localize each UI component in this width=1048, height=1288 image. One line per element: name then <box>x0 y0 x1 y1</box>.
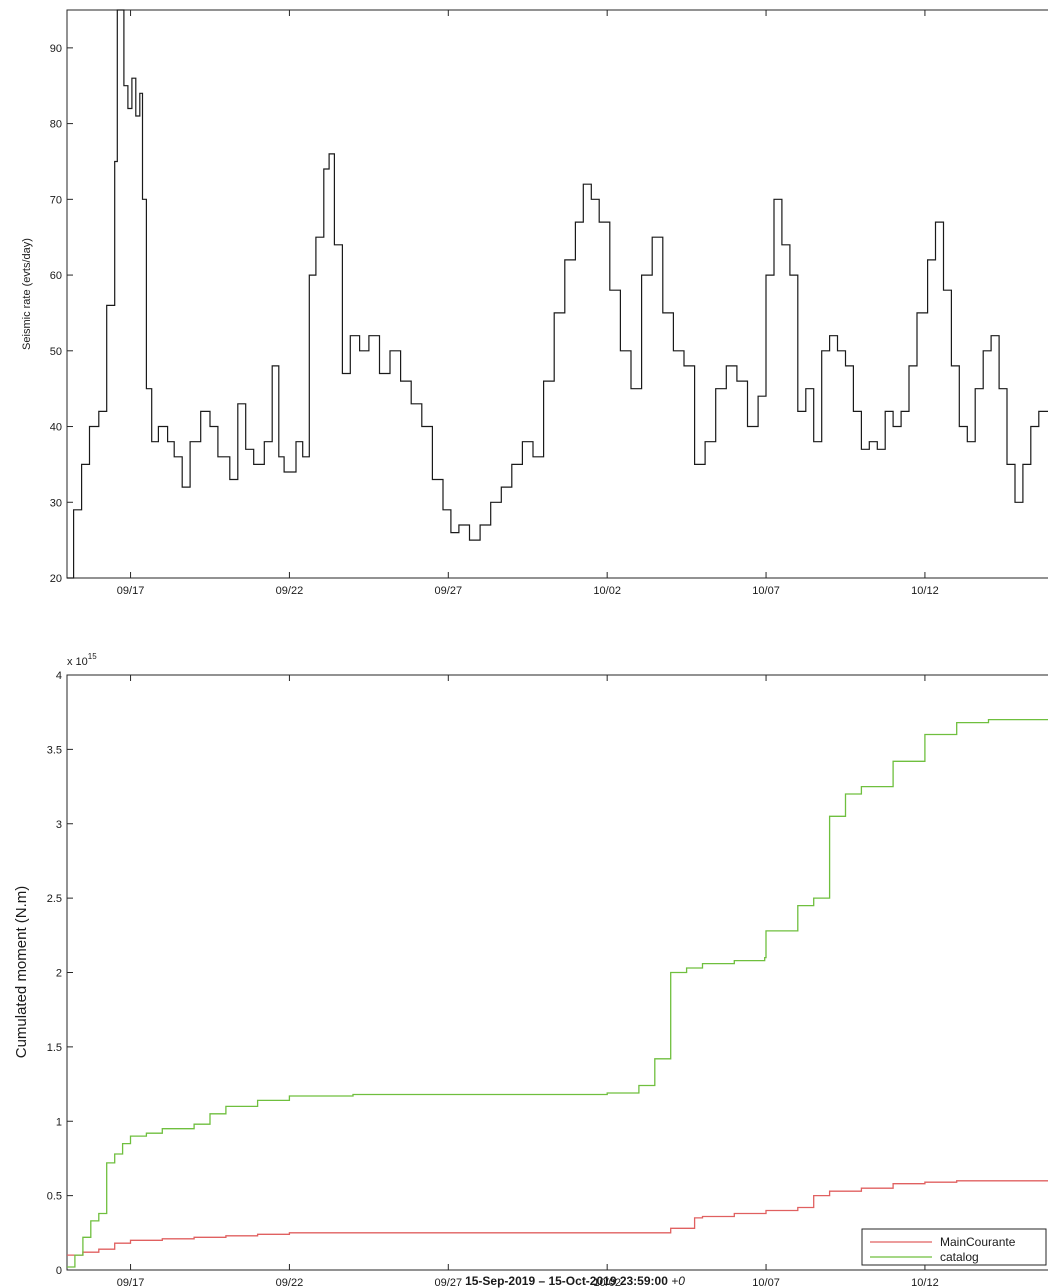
cumulated-moment-x-tick-label: 10/07 <box>752 1277 780 1288</box>
cumulated-moment-y-tick-label: 3.5 <box>47 744 62 756</box>
seismic-rate-x-tick-label: 10/02 <box>593 585 621 597</box>
x-axis-label: 15-Sep-2019 – 15-Oct-2019 23:59:00 +0 <box>465 1274 685 1288</box>
x-axis-label-range: 15-Sep-2019 – 15-Oct-2019 23:59:00 <box>465 1274 668 1288</box>
seismic-rate-x-tick-label: 10/07 <box>752 585 780 597</box>
cumulated-moment-y-tick-label: 3 <box>56 819 62 831</box>
cumulated-moment-x-tick-label: 10/12 <box>911 1277 939 1288</box>
seismic-rate-y-tick-label: 30 <box>50 497 62 509</box>
exponent-power: 15 <box>88 652 97 661</box>
seismic-rate-y-tick-label: 70 <box>50 194 62 206</box>
seismic-rate-y-tick-label: 60 <box>50 270 62 282</box>
seismic-rate-x-tick-label: 10/12 <box>911 585 939 597</box>
cumulated-moment-x-tick-label: 09/17 <box>117 1277 145 1288</box>
seismic-rate-y-tick-label: 50 <box>50 346 62 358</box>
cumulated-moment-x-tick-label: 09/27 <box>435 1277 463 1288</box>
cumulated-moment-x-tick-label: 10/02 <box>593 1277 621 1288</box>
legend: MainCourante catalog <box>861 1228 1047 1266</box>
cumulated-moment-y-ticks: 0 0.5 1 1.5 2 2.5 3 3.5 4 <box>47 670 73 1277</box>
cumulated-moment-chart: 0 0.5 1 1.5 2 2.5 3 3.5 4 09/17 09/22 09/27 10/02 10… <box>13 652 1048 1288</box>
seismic-rate-y-tick-label: 40 <box>50 422 62 434</box>
seismic-rate-x-tick-label: 09/17 <box>117 585 145 597</box>
cumulated-moment-y-tick-label: 0 <box>56 1265 62 1277</box>
cumulated-moment-y-tick-label: 2 <box>56 968 62 980</box>
seismic-rate-y-tick-label: 90 <box>50 43 62 55</box>
cumulated-moment-y-tick-label: 4 <box>56 670 62 682</box>
legend-box <box>861 1228 1047 1266</box>
seismic-rate-y-axis-label: Seismic rate (evts/day) <box>21 238 33 350</box>
seismic-rate-line <box>67 9 1048 579</box>
cumulated-moment-y-axis-label: Cumulated moment (N.m) <box>13 886 30 1059</box>
cumulated-moment-plot-area <box>66 674 1048 1271</box>
seismic-rate-y-ticks: 20 30 40 50 60 70 80 90 <box>50 43 73 585</box>
x-axis-label-suffix: +0 <box>671 1274 685 1288</box>
cumulated-moment-y-tick-label: 1 <box>56 1116 62 1128</box>
cumulated-moment-x-tick-label: 09/22 <box>276 1277 304 1288</box>
exponent-base: x 10 <box>67 656 88 668</box>
y-axis-exponent-label: x 1015 <box>67 652 97 668</box>
seismic-rate-x-ticks: 09/17 09/22 09/27 10/02 10/07 10/12 <box>117 10 939 597</box>
seismic-rate-x-tick-label: 09/27 <box>435 585 463 597</box>
seismic-rate-y-tick-label: 20 <box>50 573 62 585</box>
cumulated-moment-x-ticks: 09/17 09/22 09/27 10/02 10/07 10/12 <box>117 675 939 1288</box>
seismic-rate-plot-area <box>66 9 1048 579</box>
cumulated-moment-y-tick-label: 0.5 <box>47 1191 62 1203</box>
maincourante-series-line <box>67 1180 1048 1256</box>
cumulated-moment-y-tick-label: 1.5 <box>47 1042 62 1054</box>
catalog-series-line <box>67 718 1048 1268</box>
seismic-rate-y-tick-label: 80 <box>50 119 62 131</box>
seismic-rate-x-tick-label: 09/22 <box>276 585 304 597</box>
legend-entry-maincourante: MainCourante <box>940 1235 1016 1249</box>
cumulated-moment-y-tick-label: 2.5 <box>47 893 62 905</box>
legend-entry-catalog: catalog <box>940 1250 979 1264</box>
seismic-rate-chart: 20 30 40 50 60 70 80 90 09/17 09/22 09/27 10/02 10/… <box>21 9 1048 597</box>
